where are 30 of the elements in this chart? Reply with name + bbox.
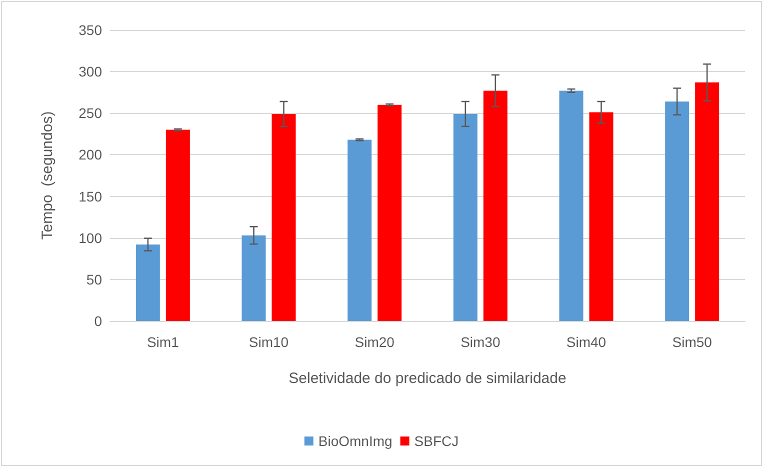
- x-tick-label: Sim50: [672, 334, 712, 350]
- bar: [166, 130, 190, 321]
- bar: [559, 90, 584, 321]
- bar: [453, 114, 478, 321]
- y-tick-label: 150: [78, 188, 102, 204]
- bar: [378, 104, 402, 321]
- y-tick-label: 50: [86, 271, 102, 288]
- x-tick-label: Sim40: [566, 334, 606, 350]
- legend-label: BioOmnImg: [318, 433, 392, 449]
- bar: [272, 114, 296, 321]
- bar: [136, 244, 160, 321]
- bar: [695, 82, 720, 321]
- bar: [242, 235, 266, 321]
- x-tick-label: Sim20: [354, 334, 395, 350]
- x-axis-title: Seletividade do predicado de similaridade: [288, 370, 566, 387]
- y-tick-label: 300: [78, 64, 102, 80]
- y-tick-label: 100: [78, 230, 102, 246]
- y-tick-label: 350: [78, 22, 102, 38]
- y-tick-label: 200: [78, 146, 102, 163]
- bar: [589, 112, 614, 321]
- y-axis-title: Tempo (segundos): [39, 111, 56, 240]
- bar: [483, 90, 508, 321]
- x-tick-label: Sim1: [146, 334, 180, 350]
- x-tick-label: Sim10: [248, 334, 289, 350]
- y-tick-label: 0: [94, 313, 102, 329]
- x-tick-label: Sim30: [460, 334, 500, 350]
- y-tick-label: 250: [78, 105, 102, 122]
- legend-label: SBFCJ: [414, 433, 459, 449]
- bar: [348, 140, 372, 321]
- bar: [665, 102, 690, 321]
